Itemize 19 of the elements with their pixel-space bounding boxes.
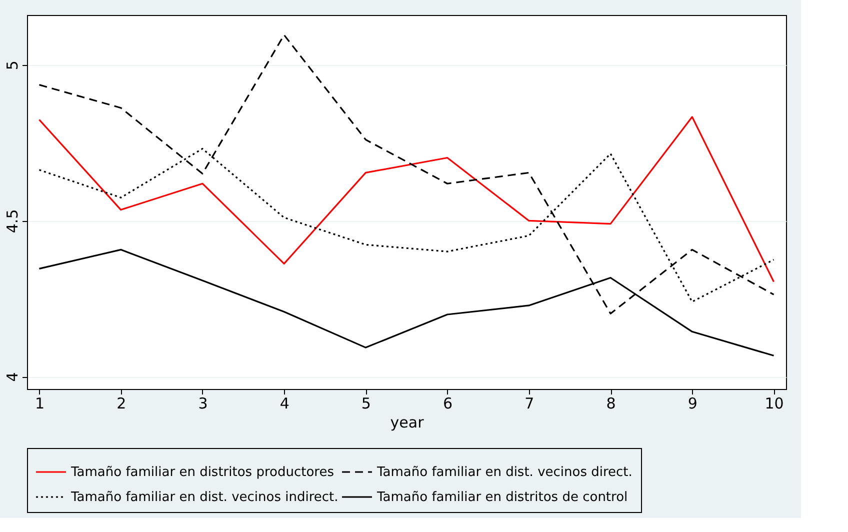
legend-label: Tamaño familiar en dist. vecinos indirect. <box>70 490 338 505</box>
x-tick-label: 2 <box>116 394 126 412</box>
x-tick-label: 1 <box>34 394 45 412</box>
x-tick-label: 4 <box>280 394 290 412</box>
x-tick-label: 8 <box>606 394 616 412</box>
legend-label: Tamaño familiar en dist. vecinos direct. <box>376 465 632 480</box>
x-axis-title: year <box>390 414 425 432</box>
x-tick-label: 5 <box>361 394 371 412</box>
x-tick-label: 10 <box>764 394 784 412</box>
x-tick-label: 6 <box>443 394 453 412</box>
y-tick-label: 4 <box>4 372 22 382</box>
line-series <box>38 116 775 283</box>
y-tick-label: 5 <box>4 60 22 70</box>
legend-label: Tamaño familiar en distritos de control <box>376 490 628 505</box>
x-tick-label: 3 <box>198 394 208 412</box>
legend-label: Tamaño familiar en distritos productores <box>70 465 334 480</box>
y-tick-label: 4.5 <box>4 209 22 234</box>
x-tick-label: 7 <box>524 394 534 412</box>
x-tick-label: 9 <box>688 394 698 412</box>
